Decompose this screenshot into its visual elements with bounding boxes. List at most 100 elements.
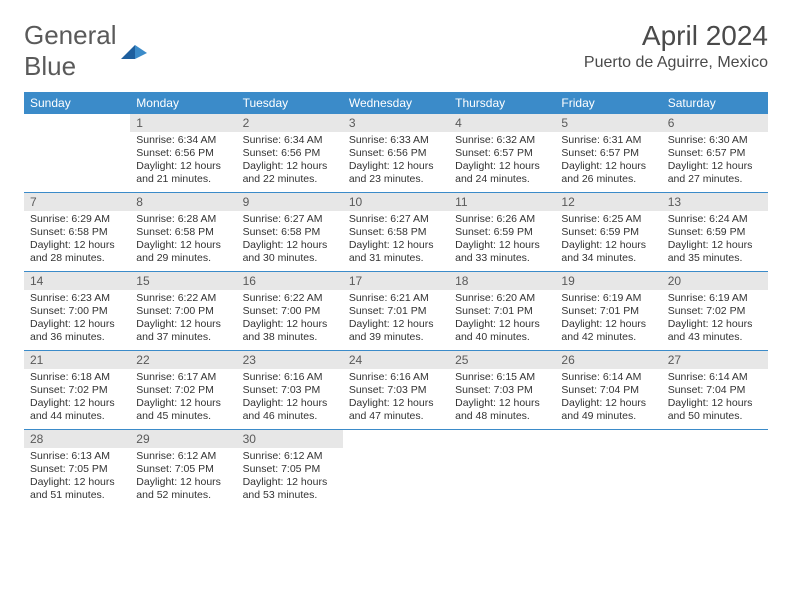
day-cell: 4Sunrise: 6:32 AMSunset: 6:57 PMDaylight… bbox=[449, 114, 555, 192]
day-cell: 19Sunrise: 6:19 AMSunset: 7:01 PMDayligh… bbox=[555, 272, 661, 350]
day-number: 21 bbox=[24, 351, 130, 369]
sunrise-text: Sunrise: 6:21 AM bbox=[349, 292, 443, 305]
day-details: Sunrise: 6:23 AMSunset: 7:00 PMDaylight:… bbox=[24, 290, 130, 349]
sunrise-text: Sunrise: 6:34 AM bbox=[136, 134, 230, 147]
day-details: Sunrise: 6:19 AMSunset: 7:02 PMDaylight:… bbox=[662, 290, 768, 349]
daylight-text: Daylight: 12 hours and 51 minutes. bbox=[30, 476, 124, 502]
sunrise-text: Sunrise: 6:22 AM bbox=[243, 292, 337, 305]
week-row: 21Sunrise: 6:18 AMSunset: 7:02 PMDayligh… bbox=[24, 351, 768, 430]
day-number: 28 bbox=[24, 430, 130, 448]
day-cell: 25Sunrise: 6:15 AMSunset: 7:03 PMDayligh… bbox=[449, 351, 555, 429]
day-cell: 17Sunrise: 6:21 AMSunset: 7:01 PMDayligh… bbox=[343, 272, 449, 350]
day-number: 17 bbox=[343, 272, 449, 290]
daylight-text: Daylight: 12 hours and 34 minutes. bbox=[561, 239, 655, 265]
day-number: 9 bbox=[237, 193, 343, 211]
sunrise-text: Sunrise: 6:33 AM bbox=[349, 134, 443, 147]
day-cell: 7Sunrise: 6:29 AMSunset: 6:58 PMDaylight… bbox=[24, 193, 130, 271]
day-header-cell: Monday bbox=[130, 92, 236, 114]
day-cell bbox=[24, 114, 130, 192]
day-cell: 24Sunrise: 6:16 AMSunset: 7:03 PMDayligh… bbox=[343, 351, 449, 429]
day-cell: 12Sunrise: 6:25 AMSunset: 6:59 PMDayligh… bbox=[555, 193, 661, 271]
day-cell: 1Sunrise: 6:34 AMSunset: 6:56 PMDaylight… bbox=[130, 114, 236, 192]
day-number: 15 bbox=[130, 272, 236, 290]
daylight-text: Daylight: 12 hours and 50 minutes. bbox=[668, 397, 762, 423]
sunset-text: Sunset: 6:59 PM bbox=[668, 226, 762, 239]
sunrise-text: Sunrise: 6:31 AM bbox=[561, 134, 655, 147]
day-cell: 26Sunrise: 6:14 AMSunset: 7:04 PMDayligh… bbox=[555, 351, 661, 429]
sunrise-text: Sunrise: 6:23 AM bbox=[30, 292, 124, 305]
day-details: Sunrise: 6:24 AMSunset: 6:59 PMDaylight:… bbox=[662, 211, 768, 270]
day-number: 1 bbox=[130, 114, 236, 132]
day-number: 12 bbox=[555, 193, 661, 211]
day-number: 8 bbox=[130, 193, 236, 211]
sunrise-text: Sunrise: 6:34 AM bbox=[243, 134, 337, 147]
day-header-cell: Saturday bbox=[662, 92, 768, 114]
week-row: 7Sunrise: 6:29 AMSunset: 6:58 PMDaylight… bbox=[24, 193, 768, 272]
week-row: 28Sunrise: 6:13 AMSunset: 7:05 PMDayligh… bbox=[24, 430, 768, 508]
daylight-text: Daylight: 12 hours and 52 minutes. bbox=[136, 476, 230, 502]
day-cell bbox=[343, 430, 449, 508]
sunrise-text: Sunrise: 6:20 AM bbox=[455, 292, 549, 305]
day-number: 13 bbox=[662, 193, 768, 211]
sunset-text: Sunset: 7:02 PM bbox=[136, 384, 230, 397]
day-cell: 2Sunrise: 6:34 AMSunset: 6:56 PMDaylight… bbox=[237, 114, 343, 192]
day-number: 18 bbox=[449, 272, 555, 290]
sunset-text: Sunset: 7:03 PM bbox=[455, 384, 549, 397]
day-number: 4 bbox=[449, 114, 555, 132]
sunrise-text: Sunrise: 6:24 AM bbox=[668, 213, 762, 226]
day-number: 20 bbox=[662, 272, 768, 290]
daylight-text: Daylight: 12 hours and 47 minutes. bbox=[349, 397, 443, 423]
day-details: Sunrise: 6:31 AMSunset: 6:57 PMDaylight:… bbox=[555, 132, 661, 191]
daylight-text: Daylight: 12 hours and 45 minutes. bbox=[136, 397, 230, 423]
week-row: 1Sunrise: 6:34 AMSunset: 6:56 PMDaylight… bbox=[24, 114, 768, 193]
day-header-cell: Sunday bbox=[24, 92, 130, 114]
day-details: Sunrise: 6:13 AMSunset: 7:05 PMDaylight:… bbox=[24, 448, 130, 507]
day-details: Sunrise: 6:17 AMSunset: 7:02 PMDaylight:… bbox=[130, 369, 236, 428]
day-cell: 10Sunrise: 6:27 AMSunset: 6:58 PMDayligh… bbox=[343, 193, 449, 271]
sunset-text: Sunset: 7:05 PM bbox=[136, 463, 230, 476]
sunset-text: Sunset: 7:05 PM bbox=[30, 463, 124, 476]
sunset-text: Sunset: 7:00 PM bbox=[136, 305, 230, 318]
day-cell bbox=[555, 430, 661, 508]
day-header-cell: Tuesday bbox=[237, 92, 343, 114]
sunrise-text: Sunrise: 6:16 AM bbox=[243, 371, 337, 384]
sunrise-text: Sunrise: 6:13 AM bbox=[30, 450, 124, 463]
sunset-text: Sunset: 6:57 PM bbox=[668, 147, 762, 160]
daylight-text: Daylight: 12 hours and 35 minutes. bbox=[668, 239, 762, 265]
sunrise-text: Sunrise: 6:18 AM bbox=[30, 371, 124, 384]
daylight-text: Daylight: 12 hours and 29 minutes. bbox=[136, 239, 230, 265]
daylight-text: Daylight: 12 hours and 53 minutes. bbox=[243, 476, 337, 502]
day-cell: 28Sunrise: 6:13 AMSunset: 7:05 PMDayligh… bbox=[24, 430, 130, 508]
daylight-text: Daylight: 12 hours and 44 minutes. bbox=[30, 397, 124, 423]
sunrise-text: Sunrise: 6:15 AM bbox=[455, 371, 549, 384]
day-details: Sunrise: 6:27 AMSunset: 6:58 PMDaylight:… bbox=[237, 211, 343, 270]
sunrise-text: Sunrise: 6:32 AM bbox=[455, 134, 549, 147]
day-details: Sunrise: 6:16 AMSunset: 7:03 PMDaylight:… bbox=[237, 369, 343, 428]
day-number: 19 bbox=[555, 272, 661, 290]
sunrise-text: Sunrise: 6:19 AM bbox=[561, 292, 655, 305]
day-details: Sunrise: 6:34 AMSunset: 6:56 PMDaylight:… bbox=[237, 132, 343, 191]
day-cell: 21 Sunrise: 6:18 AMSunset: 7:02 PMDayligh… bbox=[24, 351, 130, 429]
logo-word-general: General bbox=[24, 20, 117, 50]
day-number: 10 bbox=[343, 193, 449, 211]
sunset-text: Sunset: 7:03 PM bbox=[243, 384, 337, 397]
daylight-text: Daylight: 12 hours and 40 minutes. bbox=[455, 318, 549, 344]
day-cell: 15Sunrise: 6:22 AMSunset: 7:00 PMDayligh… bbox=[130, 272, 236, 350]
day-details: Sunrise: 6:26 AMSunset: 6:59 PMDaylight:… bbox=[449, 211, 555, 270]
day-cell: 11Sunrise: 6:26 AMSunset: 6:59 PMDayligh… bbox=[449, 193, 555, 271]
day-cell: 30Sunrise: 6:12 AMSunset: 7:05 PMDayligh… bbox=[237, 430, 343, 508]
logo-word-blue: Blue bbox=[24, 51, 76, 81]
day-details: Sunrise: 6:27 AMSunset: 6:58 PMDaylight:… bbox=[343, 211, 449, 270]
day-cell: 29Sunrise: 6:12 AMSunset: 7:05 PMDayligh… bbox=[130, 430, 236, 508]
sunset-text: Sunset: 7:02 PM bbox=[30, 384, 124, 397]
day-details: Sunrise: 6:14 AMSunset: 7:04 PMDaylight:… bbox=[555, 369, 661, 428]
day-number: 2 bbox=[237, 114, 343, 132]
daylight-text: Daylight: 12 hours and 24 minutes. bbox=[455, 160, 549, 186]
sunrise-text: Sunrise: 6:29 AM bbox=[30, 213, 124, 226]
sunrise-text: Sunrise: 6:22 AM bbox=[136, 292, 230, 305]
daylight-text: Daylight: 12 hours and 31 minutes. bbox=[349, 239, 443, 265]
day-number: 29 bbox=[130, 430, 236, 448]
sunset-text: Sunset: 7:00 PM bbox=[243, 305, 337, 318]
day-number: 16 bbox=[237, 272, 343, 290]
day-details: Sunrise: 6:15 AMSunset: 7:03 PMDaylight:… bbox=[449, 369, 555, 428]
